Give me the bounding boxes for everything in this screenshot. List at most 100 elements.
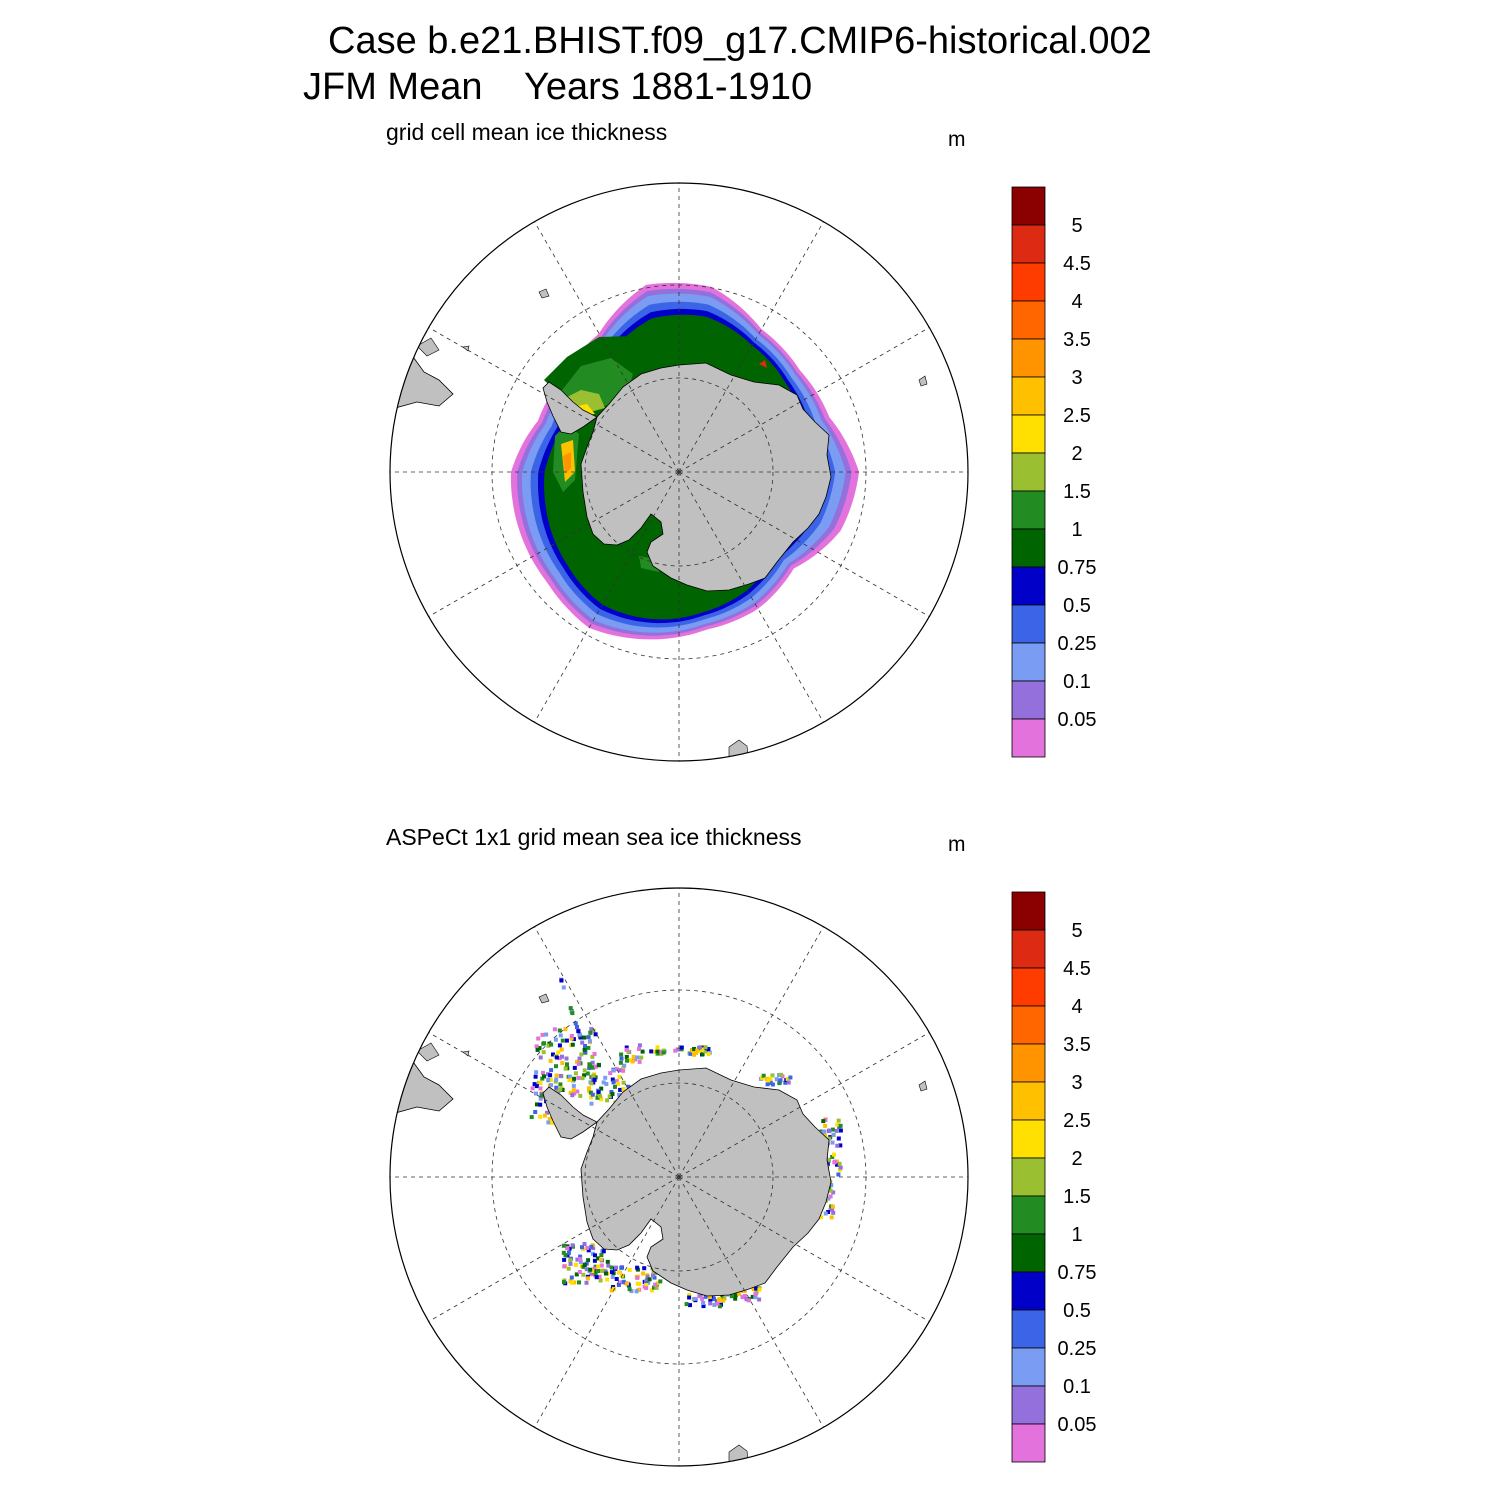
observation-cell bbox=[788, 1075, 793, 1080]
observation-cell bbox=[836, 1136, 841, 1141]
observation-cell bbox=[601, 1080, 606, 1085]
observation-cell bbox=[529, 1115, 534, 1120]
observation-cell bbox=[616, 1081, 621, 1086]
observation-cell bbox=[577, 1270, 582, 1274]
observation-cell bbox=[635, 1055, 640, 1060]
observation-cell bbox=[532, 1082, 537, 1087]
observation-cell bbox=[596, 1269, 601, 1273]
observation-cell bbox=[774, 1077, 779, 1082]
observation-cell bbox=[560, 1054, 564, 1059]
observation-cell bbox=[588, 1267, 593, 1272]
observation-cell bbox=[590, 1060, 595, 1065]
observation-cell bbox=[596, 1264, 601, 1269]
observation-cell bbox=[717, 1304, 722, 1309]
observation-cell bbox=[706, 1052, 711, 1056]
map-boundary bbox=[389, 182, 969, 762]
observation-cell bbox=[697, 1049, 702, 1054]
observation-cell bbox=[823, 1117, 828, 1122]
observation-cell bbox=[576, 1029, 581, 1034]
observation-cell bbox=[586, 1258, 591, 1263]
colorbar-swatch bbox=[1011, 642, 1046, 682]
observation-cell bbox=[659, 1051, 664, 1056]
latitude-circle-inner bbox=[584, 1082, 774, 1272]
observation-cell bbox=[593, 1272, 598, 1276]
observation-cell bbox=[561, 1250, 566, 1255]
observation-cell bbox=[621, 1080, 626, 1085]
observation-cell bbox=[830, 1127, 835, 1132]
observation-cell bbox=[554, 1077, 559, 1082]
observation-cell bbox=[573, 1071, 578, 1076]
observation-cell bbox=[568, 1090, 573, 1095]
observation-cell bbox=[605, 1098, 610, 1103]
observation-cell bbox=[581, 1272, 586, 1277]
observation-cell bbox=[619, 1280, 624, 1285]
observation-cell bbox=[751, 1287, 756, 1292]
colorbar-swatch bbox=[1011, 1347, 1046, 1387]
observation-cell bbox=[561, 1243, 566, 1248]
observation-cell bbox=[675, 1047, 680, 1052]
observation-cell bbox=[783, 1080, 788, 1085]
observation-cell bbox=[562, 1264, 567, 1269]
observation-cell bbox=[546, 1120, 551, 1125]
observation-cell bbox=[547, 1116, 552, 1121]
observation-cell bbox=[644, 1283, 649, 1287]
observation-cell bbox=[567, 1074, 572, 1079]
observation-cell bbox=[619, 1056, 624, 1061]
colorbar-tick-label: 2 bbox=[1071, 1148, 1082, 1170]
observation-cell bbox=[580, 1076, 585, 1081]
observation-cell bbox=[590, 1269, 595, 1274]
observation-cell bbox=[828, 1188, 833, 1193]
observation-cell bbox=[546, 1043, 551, 1048]
ross-sea-ice bbox=[587, 536, 663, 584]
colorbar-swatch bbox=[1011, 300, 1046, 340]
colorbar-swatch bbox=[1011, 1043, 1046, 1083]
observation-cell bbox=[837, 1161, 842, 1166]
observation-cell bbox=[538, 1055, 543, 1060]
observation-cell bbox=[645, 1277, 650, 1282]
observation-cell bbox=[593, 1032, 598, 1037]
colorbar-swatch bbox=[1011, 1081, 1046, 1121]
observation-cell bbox=[635, 1265, 640, 1270]
observation-cell bbox=[616, 1283, 621, 1287]
observation-cell bbox=[576, 1061, 581, 1066]
observation-cell bbox=[560, 1038, 565, 1043]
observation-cell bbox=[655, 1049, 660, 1054]
observation-cell bbox=[571, 1037, 576, 1042]
observation-cell bbox=[684, 1302, 689, 1307]
observation-cell bbox=[596, 1062, 601, 1067]
colorbar-swatch bbox=[1011, 262, 1046, 302]
observation-cell bbox=[740, 1295, 745, 1300]
observation-cell bbox=[568, 1261, 573, 1266]
colorbar-tick-label: 5 bbox=[1071, 920, 1082, 942]
observation-cell bbox=[583, 1043, 587, 1048]
observation-cell bbox=[617, 1068, 622, 1073]
observation-cell bbox=[566, 1266, 571, 1271]
observation-cell bbox=[606, 1263, 611, 1268]
observation-cell bbox=[535, 1102, 539, 1107]
colorbar-tick-label: 0.75 bbox=[1058, 557, 1097, 579]
observation-cell bbox=[567, 1078, 572, 1082]
observation-cell bbox=[599, 1263, 604, 1268]
observation-cell bbox=[661, 1050, 666, 1055]
meridian-line bbox=[426, 1176, 680, 1323]
observation-cell bbox=[572, 1065, 577, 1070]
colorbar-tick-label: 0.25 bbox=[1058, 633, 1097, 655]
colorbar-swatch bbox=[1011, 1233, 1046, 1273]
observation-cell bbox=[639, 1055, 644, 1060]
observation-cell bbox=[566, 1250, 571, 1255]
observation-cell bbox=[614, 1067, 619, 1071]
observation-cell bbox=[595, 1095, 600, 1100]
observation-cell bbox=[617, 1270, 621, 1275]
observation-cell bbox=[576, 1075, 581, 1080]
colorbar-swatch bbox=[1011, 566, 1046, 606]
observation-cell bbox=[785, 1077, 790, 1081]
observation-cell bbox=[766, 1078, 771, 1083]
meridian-line bbox=[678, 1176, 932, 1323]
colorbar-tick-label: 4.5 bbox=[1063, 958, 1091, 980]
observation-cell bbox=[548, 1073, 553, 1078]
observation-cell bbox=[610, 1275, 615, 1279]
observation-cell bbox=[558, 1033, 563, 1038]
colorbar-swatch bbox=[1011, 1385, 1046, 1425]
observation-cell bbox=[569, 1280, 574, 1285]
observation-cell bbox=[587, 1086, 592, 1091]
